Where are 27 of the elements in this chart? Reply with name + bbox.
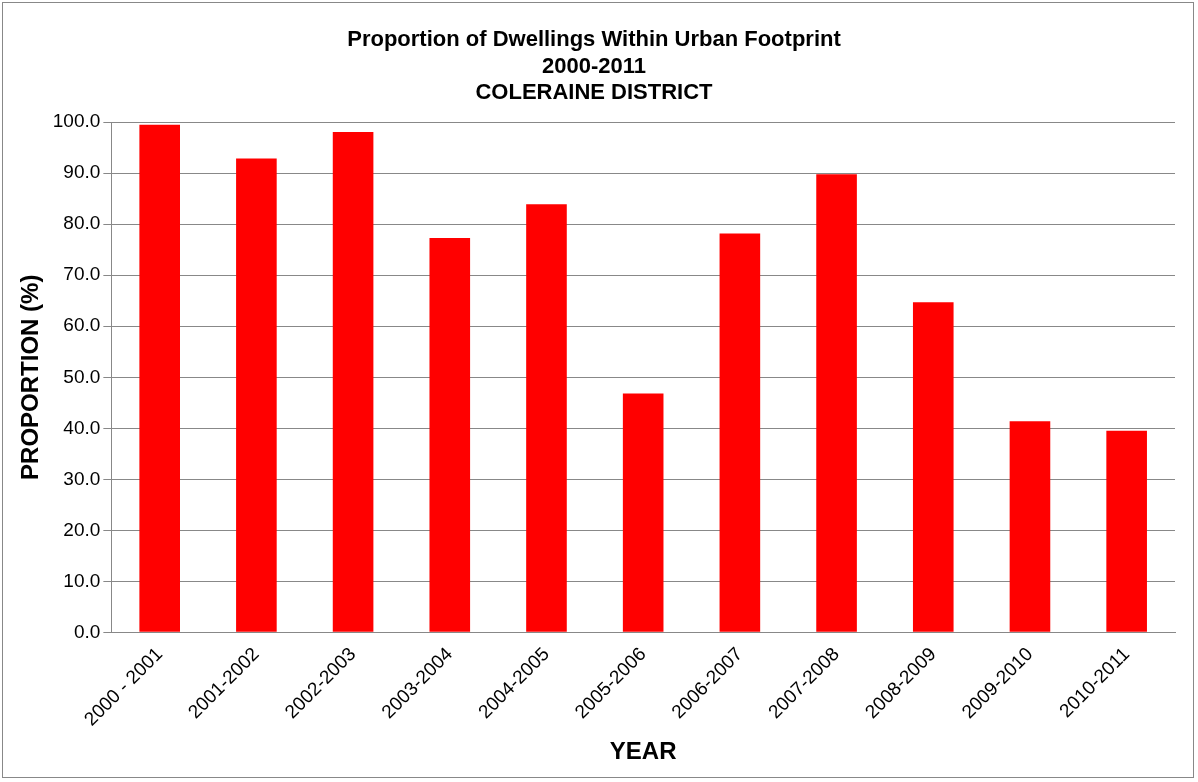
bar xyxy=(139,124,180,632)
y-axis-title: PROPORTION (%) xyxy=(16,274,44,480)
bar xyxy=(526,204,567,632)
bar xyxy=(1009,421,1051,632)
bar xyxy=(912,302,954,632)
bar xyxy=(622,393,664,632)
y-tick-label: 80.0 xyxy=(63,212,101,234)
bar xyxy=(816,174,857,632)
y-tick-label: 40.0 xyxy=(63,416,101,438)
y-tick-label: 100.0 xyxy=(52,110,101,132)
bar xyxy=(332,131,374,632)
text: Proportion of Dwellings Within Urban Footprint xyxy=(347,26,841,52)
y-tick-label: 50.0 xyxy=(63,365,101,387)
x-axis-title: YEAR xyxy=(609,737,677,765)
y-tick-label: 90.0 xyxy=(63,161,101,183)
y-tick-label: 70.0 xyxy=(63,263,101,285)
text: COLERAINE DISTRICT xyxy=(475,79,713,105)
y-tick-label: 30.0 xyxy=(63,467,101,489)
bar xyxy=(236,158,277,632)
bar xyxy=(1106,430,1147,632)
y-tick-label: 20.0 xyxy=(63,518,101,540)
y-tick-label: 60.0 xyxy=(63,314,101,336)
y-tick-label: 10.0 xyxy=(63,569,101,591)
y-tick-label: 0.0 xyxy=(73,620,101,642)
bar xyxy=(429,238,471,632)
bar xyxy=(719,233,761,632)
text: 2000-2011 xyxy=(542,52,646,78)
